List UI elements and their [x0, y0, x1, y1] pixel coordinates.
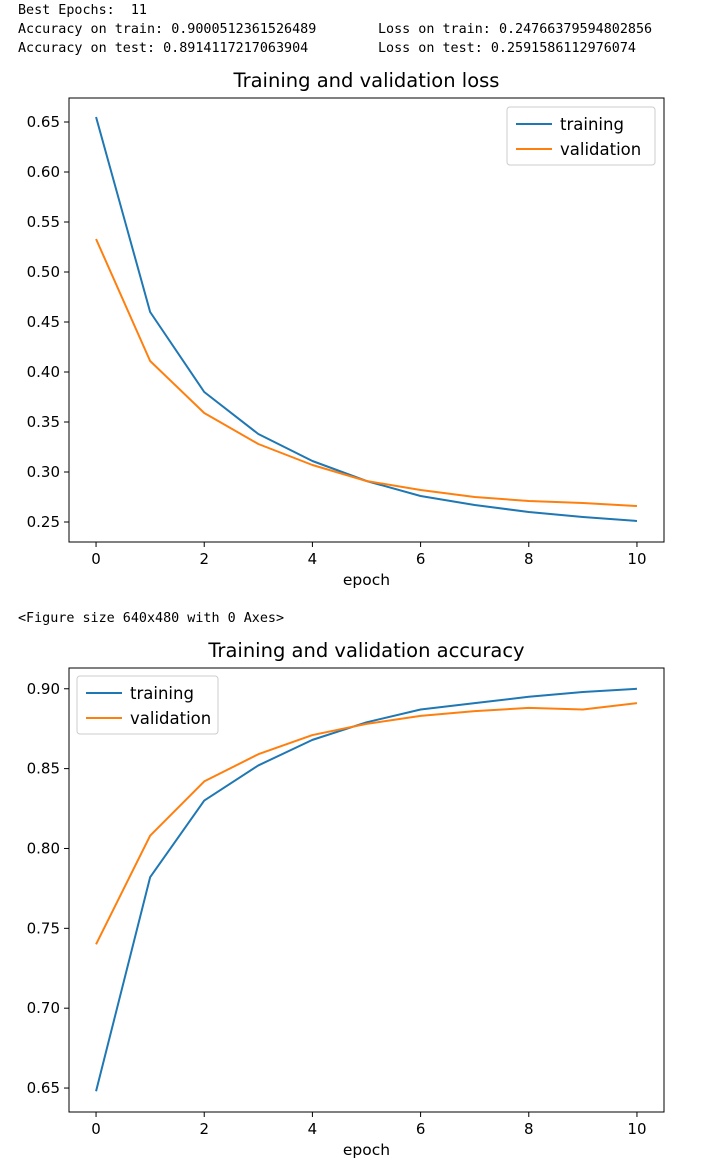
- x-axis-label: epoch: [343, 571, 390, 589]
- y-tick-label: 0.90: [27, 680, 60, 698]
- x-tick-label: 4: [308, 550, 318, 568]
- plot-frame: [68, 97, 665, 543]
- legend-label-training: training: [560, 115, 624, 134]
- x-tick-label: 0: [91, 1120, 101, 1138]
- test-loss-label: Loss on test:: [378, 41, 483, 56]
- train-loss-value: 0.24766379594802856: [498, 22, 653, 37]
- x-tick-label: 4: [308, 1120, 318, 1138]
- y-tick-label: 0.40: [27, 363, 60, 381]
- x-tick-label: 8: [524, 550, 534, 568]
- train-loss-label: Loss on train:: [378, 22, 491, 37]
- chart-title: Training and validation loss: [233, 69, 500, 92]
- x-tick-label: 10: [627, 1120, 646, 1138]
- test-accuracy-value: 0.8914117217063904: [163, 41, 309, 56]
- test-accuracy-label: Accuracy on test:: [18, 41, 156, 56]
- legend-box: [76, 675, 219, 735]
- train-metrics-line: Accuracy on train: 0.9000512361526489 Los…: [18, 22, 708, 38]
- series-line-validation: [95, 238, 638, 507]
- y-tick-label: 0.25: [27, 513, 60, 531]
- legend-label-validation: validation: [560, 140, 641, 159]
- series-line-training: [95, 687, 638, 1092]
- x-tick-label: 6: [416, 1120, 426, 1138]
- loss-chart: Training and validation loss 0 2 4 6 8 10 epoch…: [27, 69, 665, 589]
- chart-title: Training and validation accuracy: [207, 639, 524, 662]
- best-epochs-line: Best Epochs: 11: [18, 3, 147, 19]
- y-tick-label: 0.50: [27, 263, 60, 281]
- test-loss: Loss on test: 0.2591586112976074: [378, 41, 636, 57]
- y-tick-label: 0.75: [27, 919, 60, 937]
- x-axis-label: epoch: [343, 1141, 390, 1159]
- best-epochs-label: Best Epochs:: [18, 3, 115, 18]
- test-loss-value: 0.2591586112976074: [490, 41, 636, 56]
- y-tick-label: 0.45: [27, 313, 60, 331]
- x-tick-label: 0: [91, 550, 101, 568]
- test-metrics-line: Accuracy on test: 0.8914117217063904 Loss…: [18, 41, 708, 57]
- series-line-validation: [95, 702, 638, 945]
- y-tick-label: 0.60: [27, 163, 60, 181]
- legend-label-training: training: [130, 684, 194, 703]
- train-accuracy-value: 0.9000512361526489: [171, 22, 317, 37]
- y-tick-label: 0.35: [27, 413, 60, 431]
- series-line-training: [95, 116, 638, 522]
- y-tick-label: 0.80: [27, 839, 60, 857]
- x-tick-label: 10: [627, 550, 646, 568]
- legend-box: [506, 106, 656, 166]
- best-epochs-value: 11: [130, 3, 147, 18]
- y-tick-label: 0.30: [27, 463, 60, 481]
- train-loss: Loss on train: 0.24766379594802856: [378, 22, 652, 38]
- plot-frame: [68, 667, 665, 1113]
- x-tick-label: 6: [416, 550, 426, 568]
- x-tick-label: 2: [199, 1120, 209, 1138]
- figure-size-message: <Figure size 640x480 with 0 Axes>: [18, 611, 285, 626]
- y-tick-label: 0.65: [27, 113, 60, 131]
- x-tick-label: 2: [199, 550, 209, 568]
- accuracy-chart: Training and validation accuracy 0 2 4 6 8 10 e…: [27, 639, 665, 1159]
- y-tick-label: 0.65: [27, 1079, 60, 1097]
- y-tick-label: 0.70: [27, 999, 60, 1017]
- y-tick-label: 0.85: [27, 760, 60, 778]
- train-accuracy-label: Accuracy on train:: [18, 22, 164, 37]
- legend-label-validation: validation: [130, 709, 211, 728]
- x-tick-label: 8: [524, 1120, 534, 1138]
- y-tick-label: 0.55: [27, 213, 60, 231]
